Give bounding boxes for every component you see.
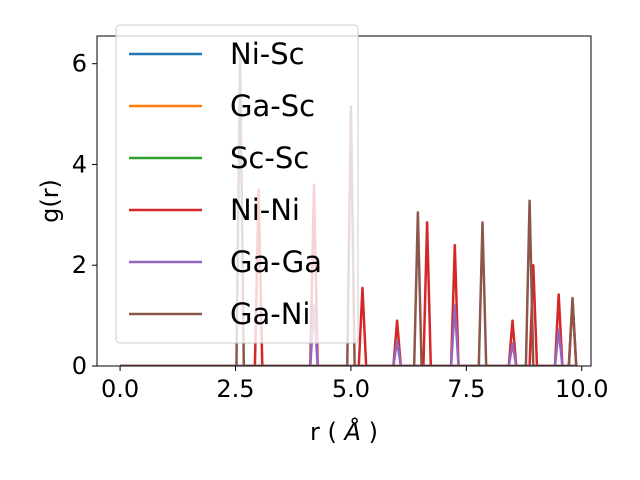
legend: Ni-Sc Ga-Sc Sc-Sc Ni-Ni Ga-Ga Ga-Ni xyxy=(115,24,359,344)
y-tick-label: 6 xyxy=(72,50,87,78)
legend-label-ga-ni: Ga-Ni xyxy=(230,297,310,331)
legend-label-ni-ni: Ni-Ni xyxy=(230,193,300,227)
series-line-ga-ga xyxy=(120,304,578,366)
y-tick-label: 0 xyxy=(72,352,87,380)
x-tick-label: 2.5 xyxy=(216,375,254,403)
x-tick-label: 0.0 xyxy=(101,375,139,403)
y-tick-label: 2 xyxy=(72,251,87,279)
x-axis-label-close: ) xyxy=(369,418,378,446)
y-tick-label: 4 xyxy=(72,150,87,178)
y-axis-label: g(r) xyxy=(36,179,64,223)
legend-box xyxy=(115,24,359,344)
x-axis-label-open: ( xyxy=(328,418,337,446)
x-axis-unit: Å xyxy=(343,417,361,446)
legend-label-ga-sc: Ga-Sc xyxy=(230,89,315,123)
x-axis-label: r ( Å ) xyxy=(310,417,378,446)
legend-label-sc-sc: Sc-Sc xyxy=(230,141,309,175)
x-tick-label: 5.0 xyxy=(332,375,370,403)
x-tick-label: 10.0 xyxy=(555,375,608,403)
x-tick-label: 7.5 xyxy=(447,375,485,403)
legend-label-ni-sc: Ni-Sc xyxy=(230,37,305,71)
x-axis-label-text: r xyxy=(310,418,320,446)
y-axis-ticks: 0 2 4 6 xyxy=(72,50,97,380)
x-axis-ticks: 0.0 2.5 5.0 7.5 10.0 xyxy=(101,366,608,403)
legend-label-ga-ga: Ga-Ga xyxy=(230,245,322,279)
